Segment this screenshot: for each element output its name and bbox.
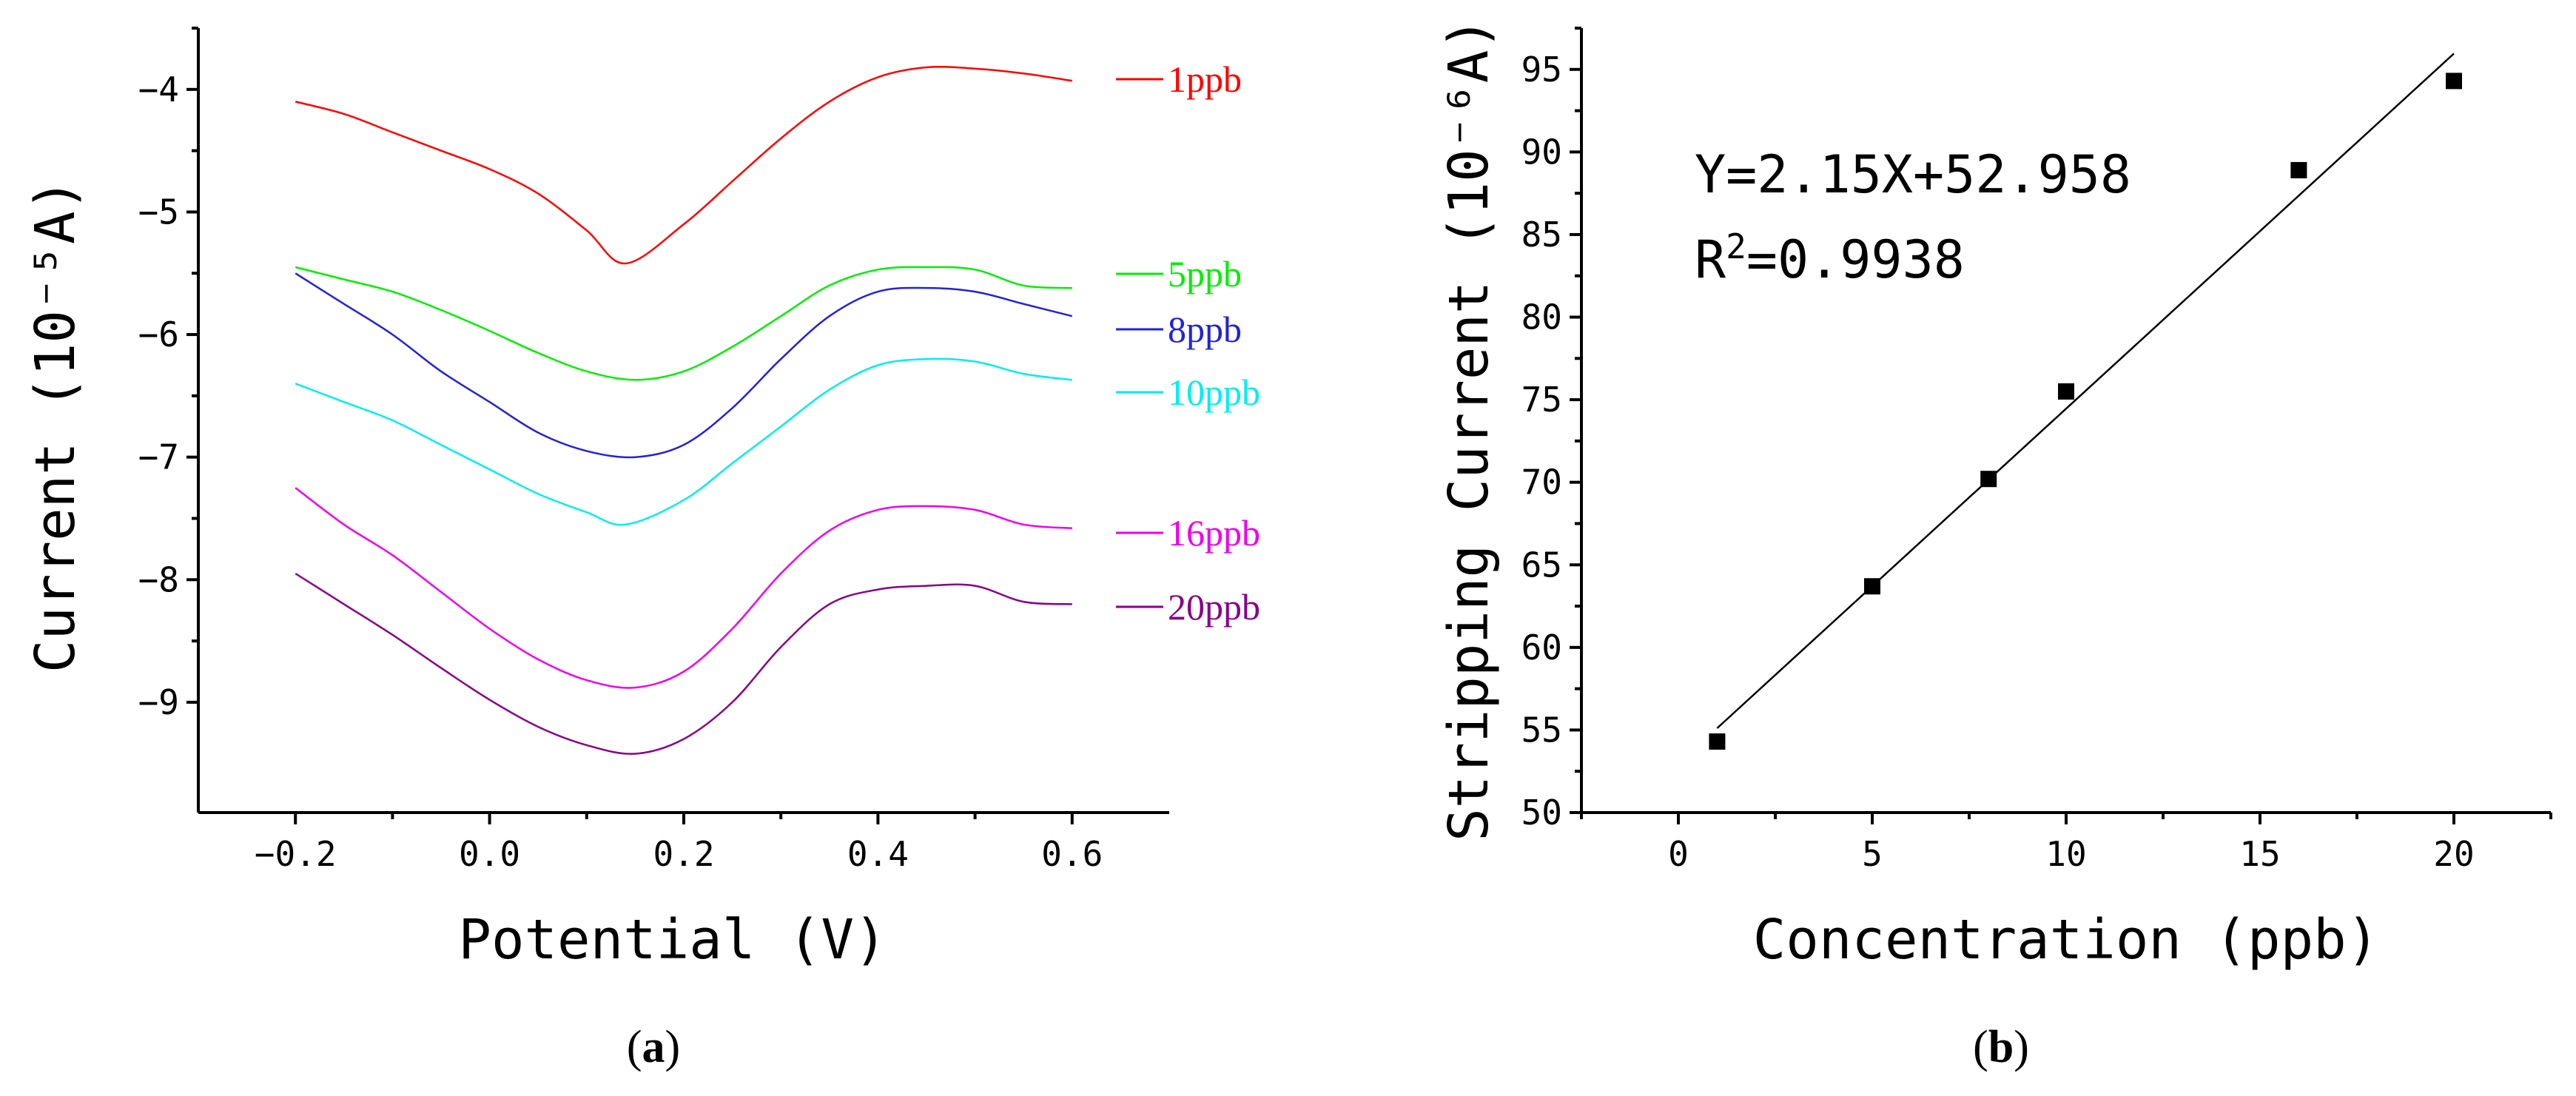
data-point xyxy=(2446,73,2462,90)
panel-a-axes xyxy=(197,28,1169,814)
panel-b-ytick-label: 90 xyxy=(1521,132,1562,172)
panel-b-r-squared: R2=0.9938 xyxy=(1695,226,1965,290)
panel-b-ytick-label: 75 xyxy=(1521,380,1562,420)
panel-a-voltammograms: −0.2 0.0 0.2 0.4 0.6 −4 −5 −6 −7 −8 −9 1ppb 5ppb 8pp… xyxy=(24,27,1260,1072)
series-line-5ppb xyxy=(295,266,1072,381)
panel-a-ytick-label: −6 xyxy=(138,315,179,354)
data-point xyxy=(1864,578,1880,595)
panel-b-ytick-label: 55 xyxy=(1521,710,1562,750)
r2-value: =0.9938 xyxy=(1746,229,1965,290)
fit-line xyxy=(1716,53,2455,729)
legend-label-5ppb: 5ppb xyxy=(1168,253,1242,295)
panel-b-xlabel: Concentration (ppb) xyxy=(1753,908,2379,972)
panel-a-ytick-label: −4 xyxy=(138,70,179,110)
r2-exponent: 2 xyxy=(1726,226,1746,266)
panel-a-xlabel: Potential (V) xyxy=(458,908,887,972)
panel-b-xtick-label: 10 xyxy=(2045,834,2086,874)
legend-label-8ppb: 8ppb xyxy=(1168,309,1242,350)
panel-a-ytick-label: −5 xyxy=(138,192,179,232)
panel-a-xtick-label: 0.0 xyxy=(459,834,520,874)
panel-b-ytick-label: 50 xyxy=(1521,793,1562,833)
panel-b-ytick-label: 70 xyxy=(1521,463,1562,502)
panel-a-letter: a xyxy=(642,1022,665,1072)
panel-a-ylabel: Current (10⁻⁵A) xyxy=(24,178,87,673)
data-point xyxy=(2058,383,2074,400)
panel-b-points xyxy=(1709,73,2462,750)
panel-b-ytick-label: 65 xyxy=(1521,545,1562,585)
data-point xyxy=(2290,161,2307,178)
panel-b-letter: b xyxy=(1988,1022,2014,1072)
panel-b-calibration: 0 5 10 15 20 50 55 60 65 70 75 80 85 90 95 Y=2.15X+52.… xyxy=(1437,17,2552,1072)
panel-a-legend: 1ppb 5ppb 8ppb 10ppb 16ppb 20ppb xyxy=(1116,58,1260,628)
legend-label-1ppb: 1ppb xyxy=(1168,58,1242,100)
panel-a-label: (a) xyxy=(627,1022,680,1072)
series-line-10ppb xyxy=(295,357,1072,526)
panel-b-ylabel: Stripping Current (10⁻⁶A) xyxy=(1437,17,1501,841)
panel-a-xtick-label: 0.6 xyxy=(1041,834,1103,874)
panel-b-xtick-label: 20 xyxy=(2433,834,2474,874)
panel-a-xtick-label: 0.2 xyxy=(653,834,714,874)
panel-b-xtick-label: 5 xyxy=(1862,834,1883,874)
legend-label-20ppb: 20ppb xyxy=(1168,586,1260,628)
panel-b-xtick-label: 0 xyxy=(1668,834,1689,874)
series-line-1ppb xyxy=(295,66,1072,265)
panel-a-ytick-label: −9 xyxy=(138,682,179,722)
panel-b-ytick-label: 95 xyxy=(1521,50,1562,90)
panel-b-ytick-label: 85 xyxy=(1521,215,1562,255)
legend-label-16ppb: 16ppb xyxy=(1168,512,1260,554)
series-line-20ppb xyxy=(295,572,1072,755)
data-point xyxy=(1709,733,1726,750)
panel-b-ytick-label: 60 xyxy=(1521,628,1562,668)
panel-a-ytick-label: −8 xyxy=(138,559,179,599)
legend-label-10ppb: 10ppb xyxy=(1168,372,1260,413)
panel-b-ticks: 0 5 10 15 20 50 55 60 65 70 75 80 85 90 95 xyxy=(1521,27,2552,874)
r2-prefix: R xyxy=(1695,229,1726,290)
panel-a-xtick-label: 0.4 xyxy=(847,834,909,874)
panel-a-series xyxy=(295,66,1073,755)
panel-b-equation: Y=2.15X+52.958 xyxy=(1695,144,2131,205)
panel-b-xtick-label: 15 xyxy=(2239,834,2280,874)
panel-a-ytick-label: −7 xyxy=(138,437,179,477)
data-point xyxy=(1980,471,1997,488)
series-line-16ppb xyxy=(295,487,1072,689)
panel-a-ticks: −0.2 0.0 0.2 0.4 0.6 −4 −5 −6 −7 −8 −9 xyxy=(138,27,1103,874)
series-line-8ppb xyxy=(295,272,1073,459)
panel-b-ytick-label: 80 xyxy=(1521,297,1562,337)
panel-b-label: (b) xyxy=(1973,1022,2029,1072)
panel-b-fit xyxy=(1716,53,2455,729)
panel-a-xtick-label: −0.2 xyxy=(255,834,337,874)
